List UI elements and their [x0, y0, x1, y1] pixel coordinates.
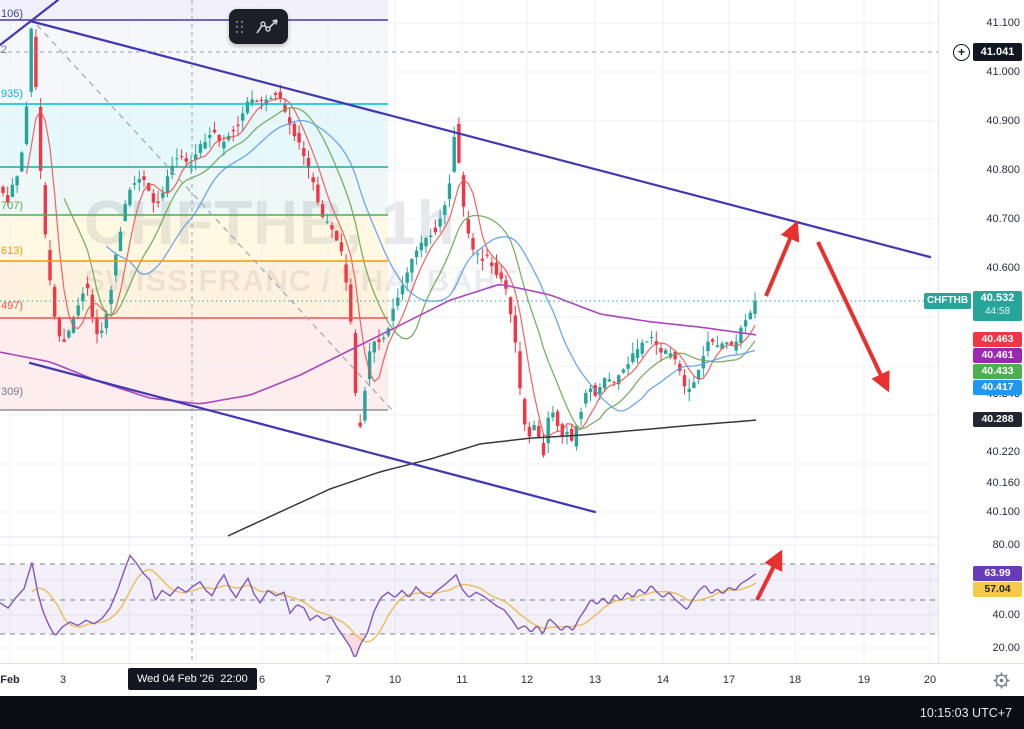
time-axis-tick: 11	[456, 674, 468, 686]
bar-countdown: 44:58	[984, 306, 1011, 317]
price-axis-tick: 40.600	[986, 261, 1020, 274]
crosshair-price-label: 41.041	[973, 43, 1022, 61]
price-axis-tick: 40.160	[986, 476, 1020, 489]
price-axis-tick: 40.900	[986, 114, 1020, 127]
indicator-value-badge: 40.463	[973, 332, 1022, 347]
drawing-toolbar[interactable]	[229, 9, 288, 44]
price-axis-tick: 80.00	[992, 538, 1020, 551]
last-price-badge: 40.532 44:58	[973, 291, 1022, 321]
time-axis-tick: 3	[59, 674, 67, 686]
price-axis[interactable]: 41.10041.00040.90040.80040.70040.60040.3…	[938, 0, 1024, 663]
price-axis-tick: 41.100	[986, 16, 1020, 29]
add-alert-button[interactable]: +	[953, 44, 970, 61]
indicator-value-badge: 63.99	[973, 566, 1022, 581]
level-price-label: 497)	[1, 300, 24, 312]
level-price-label: 2	[1, 44, 8, 56]
time-axis-tick: 14	[656, 674, 670, 686]
level-price-label: 106)	[1, 8, 24, 20]
settings-gear-icon[interactable]	[993, 672, 1010, 694]
price-axis-tick: 40.100	[986, 505, 1020, 518]
price-axis-tick: 41.000	[986, 65, 1020, 78]
drag-handle-icon[interactable]	[229, 19, 249, 35]
time-axis-tick: 6	[258, 674, 266, 686]
time-axis-tick: 19	[857, 674, 871, 686]
level-price-label: 935)	[1, 88, 24, 100]
indicator-value-badge: 40.417	[973, 380, 1022, 395]
price-axis-tick: 40.800	[986, 163, 1020, 176]
time-axis[interactable]: Feb 3 6 7 10 11 12 13 14 17 18 19 20 Wed 04 Feb '26 …	[0, 663, 1024, 697]
trendline-tool-icon[interactable]	[255, 17, 283, 37]
time-axis-tick: Feb	[0, 674, 20, 686]
time-axis-tick: 12	[520, 674, 534, 686]
indicator-value-badge: 40.288	[973, 412, 1022, 427]
level-price-label: 707)	[1, 200, 24, 212]
level-price-label: 613)	[1, 245, 24, 257]
symbol-price-tag: CHFTHB	[924, 293, 971, 309]
last-price-value: 40.532	[980, 292, 1015, 304]
time-axis-tick: 18	[788, 674, 802, 686]
indicator-value-badge: 57.04	[973, 582, 1022, 597]
level-price-label: 309)	[1, 386, 24, 398]
time-axis-tick: 13	[588, 674, 602, 686]
price-axis-tick: 40.220	[986, 445, 1020, 458]
chart-pane[interactable]: CHFTHB, 1h SWISS FRANC / THAI BAHT 106)2…	[0, 0, 938, 663]
indicator-value-badge: 40.461	[973, 348, 1022, 363]
time-axis-tick: 10	[388, 674, 402, 686]
time-axis-tick: 7	[324, 674, 332, 686]
indicator-value-badge: 40.433	[973, 364, 1022, 379]
price-axis-tick: 40.700	[986, 212, 1020, 225]
price-chart-canvas[interactable]	[0, 0, 938, 663]
price-axis-tick: 20.00	[992, 641, 1020, 654]
time-axis-tick: 20	[923, 674, 937, 686]
time-axis-tick: 17	[722, 674, 736, 686]
status-bar: 10:15:03 UTC+7	[0, 696, 1024, 729]
status-clock: 10:15:03 UTC+7	[919, 705, 1012, 720]
crosshair-time-label: Wed 04 Feb '26 22:00	[128, 668, 257, 690]
price-axis-tick: 40.00	[992, 608, 1020, 621]
